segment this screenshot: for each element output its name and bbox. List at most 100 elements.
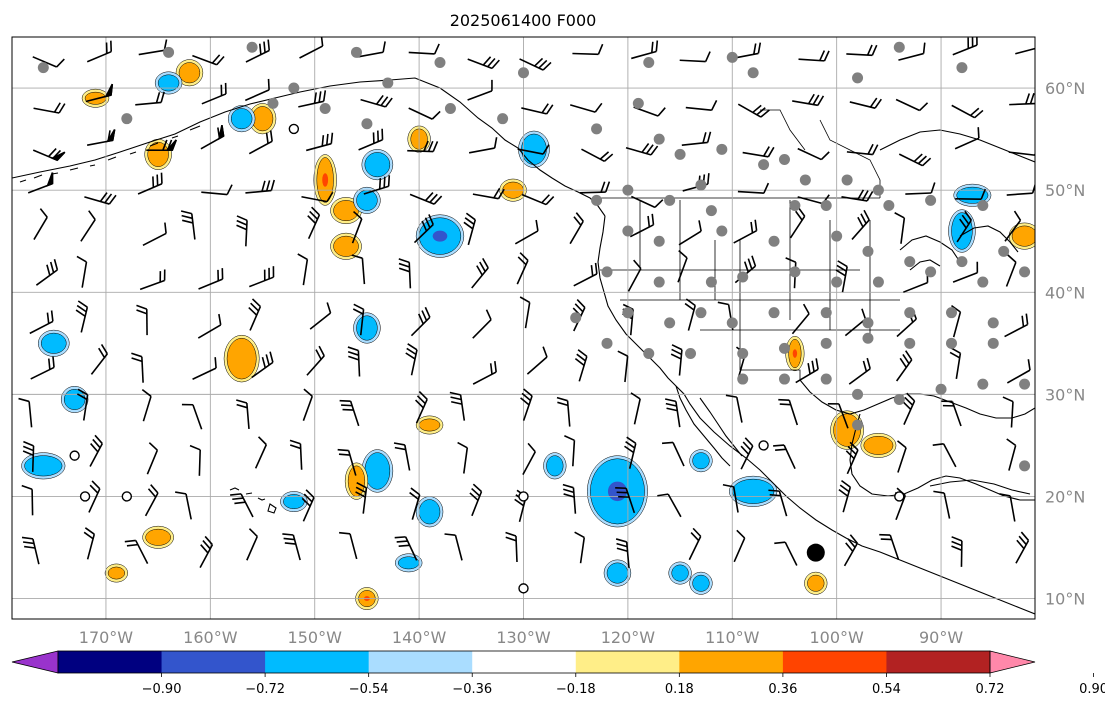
- contour-inner: [40, 332, 67, 354]
- station-marker: [872, 276, 884, 288]
- wind-barb: [282, 533, 301, 561]
- colorbar-tick-label: −0.36: [452, 682, 492, 697]
- station-marker: [685, 348, 697, 360]
- wind-barb: [409, 487, 421, 520]
- wind-barb: [244, 78, 270, 102]
- wind-barb: [192, 54, 225, 66]
- station-marker: [674, 148, 686, 160]
- wind-barb: [89, 434, 103, 467]
- wind-barb: [472, 361, 497, 385]
- wind-barb: [1004, 210, 1022, 242]
- station-marker: [601, 337, 613, 349]
- wind-barb: [1015, 47, 1035, 55]
- wind-barb: [879, 533, 900, 560]
- wind-barb: [941, 400, 962, 427]
- wind-barb: [22, 440, 35, 472]
- wind-barb: [245, 39, 271, 63]
- station-marker: [643, 57, 655, 69]
- calm-station-marker: [69, 450, 80, 461]
- great-lakes-shoreline: [899, 225, 1019, 271]
- contour-inner: [418, 499, 441, 525]
- station-marker: [778, 342, 790, 354]
- wind-barb: [414, 390, 428, 424]
- station-marker: [163, 46, 175, 58]
- station-marker: [977, 199, 989, 211]
- wind-barb: [33, 102, 66, 114]
- wind-barb: [897, 440, 907, 473]
- wind-barb: [679, 51, 711, 63]
- station-marker: [893, 393, 905, 405]
- contour-inner: [807, 574, 825, 592]
- wind-barb: [574, 531, 586, 564]
- station-marker: [350, 46, 362, 58]
- station-marker: [768, 307, 780, 319]
- wind-barb: [86, 129, 116, 146]
- wind-barb: [29, 310, 54, 335]
- lon-tick-label: 160°W: [183, 628, 238, 647]
- wind-barb: [339, 531, 358, 560]
- contour-core: [322, 173, 329, 187]
- station-marker: [622, 307, 634, 319]
- station-marker: [1019, 460, 1031, 472]
- aleutian-islands: [19, 125, 201, 183]
- longitude-tick-labels: 170°W 160°W 150°W 140°W 130°W 120°W 110°W 100°W…: [79, 628, 964, 647]
- wind-barb: [617, 350, 629, 383]
- station-marker: [977, 276, 989, 288]
- wind-barb: [35, 259, 59, 286]
- wind-barb: [902, 392, 916, 425]
- wind-barb: [951, 536, 963, 567]
- contour-inner: [364, 452, 391, 490]
- wind-barb: [773, 444, 796, 470]
- station-marker: [632, 97, 644, 109]
- colorbar-tick-label: 0.90: [1079, 682, 1105, 697]
- station-marker: [444, 102, 456, 114]
- wind-barb: [307, 206, 321, 239]
- station-marker: [267, 97, 279, 109]
- wind-barb: [467, 56, 500, 70]
- wind-barb: [677, 250, 688, 283]
- station-marker: [778, 373, 790, 385]
- station-marker: [570, 312, 582, 324]
- station-marker: [737, 348, 749, 360]
- wind-barb: [405, 343, 418, 376]
- colorbar-frame: [57, 650, 991, 674]
- wind-barb: [954, 127, 980, 150]
- station-marker: [862, 332, 874, 344]
- wind-barb: [570, 102, 603, 113]
- wind-barb: [681, 131, 712, 146]
- contour-inner: [692, 452, 710, 470]
- wind-barb: [844, 308, 867, 337]
- wind-barb: [198, 268, 224, 290]
- wind-barb: [467, 79, 493, 101]
- wind-barb: [1002, 396, 1014, 428]
- colorbar-tick-label: −0.72: [245, 682, 285, 697]
- wind-barb: [301, 191, 334, 203]
- station-marker: [904, 307, 916, 319]
- colorbar-segment: [161, 651, 266, 673]
- wind-barb: [572, 43, 604, 56]
- wind-barb: [248, 298, 262, 331]
- cuba-coastline: [929, 479, 1031, 495]
- wind-barb: [1015, 531, 1030, 564]
- contour-inner: [521, 133, 547, 165]
- colorbar: −0.90 −0.72 −0.54 −0.36 −0.18 0.18 0.36 0.54 0.7…: [11, 650, 1105, 697]
- wind-barb: [849, 97, 882, 109]
- station-marker: [518, 67, 529, 79]
- wind-barb: [835, 260, 848, 293]
- station-marker: [893, 41, 905, 53]
- wind-barb: [798, 50, 830, 62]
- colorbar-extend-low: [11, 650, 59, 674]
- wind-barb: [1009, 93, 1035, 106]
- lat-tick-label: 40°N: [1045, 283, 1085, 302]
- baja-coastline: [675, 385, 743, 467]
- wind-barbs: [18, 37, 1035, 569]
- calm-station-marker: [79, 491, 91, 502]
- wind-barb: [302, 388, 314, 421]
- wind-barb: [519, 57, 552, 71]
- wind-barb: [521, 193, 555, 206]
- contour-inner: [671, 564, 689, 582]
- station-marker: [904, 256, 916, 268]
- station-marker: [37, 62, 49, 74]
- wind-barb: [631, 195, 664, 209]
- political-borders: [598, 109, 900, 380]
